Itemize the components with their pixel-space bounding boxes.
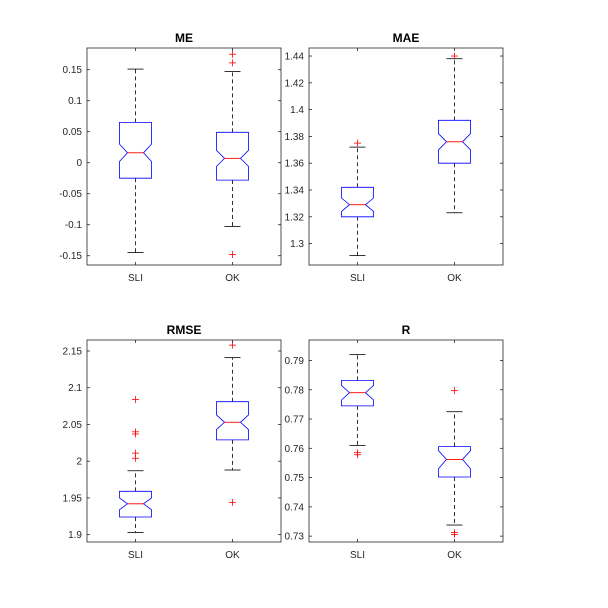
y-tick-label: 1.3 <box>290 239 304 250</box>
y-tick-label: 1.9 <box>68 530 82 541</box>
y-tick-label: 1.44 <box>285 52 305 63</box>
notched-box <box>119 490 152 518</box>
axes-frame <box>86 339 282 543</box>
notched-box <box>119 122 152 179</box>
y-tick-label: 1.36 <box>285 159 305 170</box>
notched-box <box>341 379 374 407</box>
y-tick-label: 0.1 <box>68 96 82 107</box>
outlier-marker <box>451 530 458 538</box>
outlier-marker <box>132 430 139 438</box>
y-tick-label: 1.4 <box>290 105 304 116</box>
box-sli <box>341 354 374 459</box>
x-tick-label: OK <box>225 550 240 561</box>
notched-box <box>438 446 471 478</box>
outlier-marker <box>451 52 458 60</box>
y-tick-label: -0.1 <box>65 220 83 231</box>
subplot-r: R 0.73 0.74 0.75 0.76 0.77 0.78 0.79 SLI OK <box>285 323 504 561</box>
y-tick-label: 1.32 <box>285 212 305 223</box>
subplot-title: MAE <box>393 31 420 45</box>
y-tick-label: 0.79 <box>285 356 305 367</box>
x-tick-label: SLI <box>128 273 143 284</box>
x-tick-label: OK <box>447 550 462 561</box>
y-tick-label: 2.05 <box>63 420 83 431</box>
outlier-marker <box>354 451 361 459</box>
y-tick-label: 1.95 <box>63 493 83 504</box>
outlier-marker <box>229 498 236 506</box>
notched-box <box>216 401 249 441</box>
y-tick-label: 0.78 <box>285 385 305 396</box>
y-tick-label: 0 <box>76 158 82 169</box>
notched-box <box>438 119 471 164</box>
axes-frame <box>86 47 282 266</box>
subplot-title: R <box>402 323 411 337</box>
outlier-marker <box>229 50 236 58</box>
y-tick-label: 0.76 <box>285 444 305 455</box>
box-ok <box>216 341 249 506</box>
y-tick-label: 0.15 <box>63 65 83 76</box>
box-sli <box>341 139 374 257</box>
y-tick-label: 0.73 <box>285 532 305 543</box>
y-tick-label: 0.77 <box>285 415 305 426</box>
outlier-marker <box>132 454 139 462</box>
x-tick-label: SLI <box>128 550 143 561</box>
y-tick-label: 1.42 <box>285 78 305 89</box>
box-sli <box>119 395 152 533</box>
notched-box <box>341 186 374 218</box>
x-tick-label: OK <box>447 273 462 284</box>
notched-box <box>216 131 249 181</box>
x-tick-label: SLI <box>350 273 365 284</box>
box-ok <box>438 387 471 538</box>
box-ok <box>216 50 249 258</box>
box-sli <box>119 68 152 254</box>
x-tick-label: OK <box>225 273 240 284</box>
box-ok <box>438 52 471 214</box>
outlier-marker <box>354 139 361 147</box>
y-tick-label: 2.15 <box>63 347 83 358</box>
outlier-marker <box>229 59 236 67</box>
y-tick-label: 0.75 <box>285 473 305 484</box>
y-tick-label: -0.15 <box>59 251 82 262</box>
subplot-title: RMSE <box>167 323 202 337</box>
outlier-marker <box>132 395 139 403</box>
y-tick-label: 1.38 <box>285 132 305 143</box>
subplot-rmse: RMSE 1.9 1.95 2 2.05 2.1 2.15 SLI OK <box>63 323 282 561</box>
subplot-mae: MAE 1.3 1.32 1.34 1.36 1.38 1.4 1.42 1.44 SLI OK <box>285 31 504 284</box>
y-tick-label: -0.05 <box>59 189 82 200</box>
axes-frame <box>308 339 504 543</box>
subplot-title: ME <box>175 31 193 45</box>
y-tick-label: 2.1 <box>68 383 82 394</box>
y-tick-label: 0.74 <box>285 502 305 513</box>
y-tick-label: 2 <box>76 457 82 468</box>
outlier-marker <box>451 387 458 395</box>
axes-frame <box>308 47 504 266</box>
x-tick-label: SLI <box>350 550 365 561</box>
y-tick-label: 0.05 <box>63 127 83 138</box>
y-tick-label: 1.34 <box>285 185 305 196</box>
outlier-marker <box>229 250 236 258</box>
subplot-me: ME -0.15 -0.1 -0.05 0 0.05 0.1 0.15 SLI OK <box>59 31 282 284</box>
